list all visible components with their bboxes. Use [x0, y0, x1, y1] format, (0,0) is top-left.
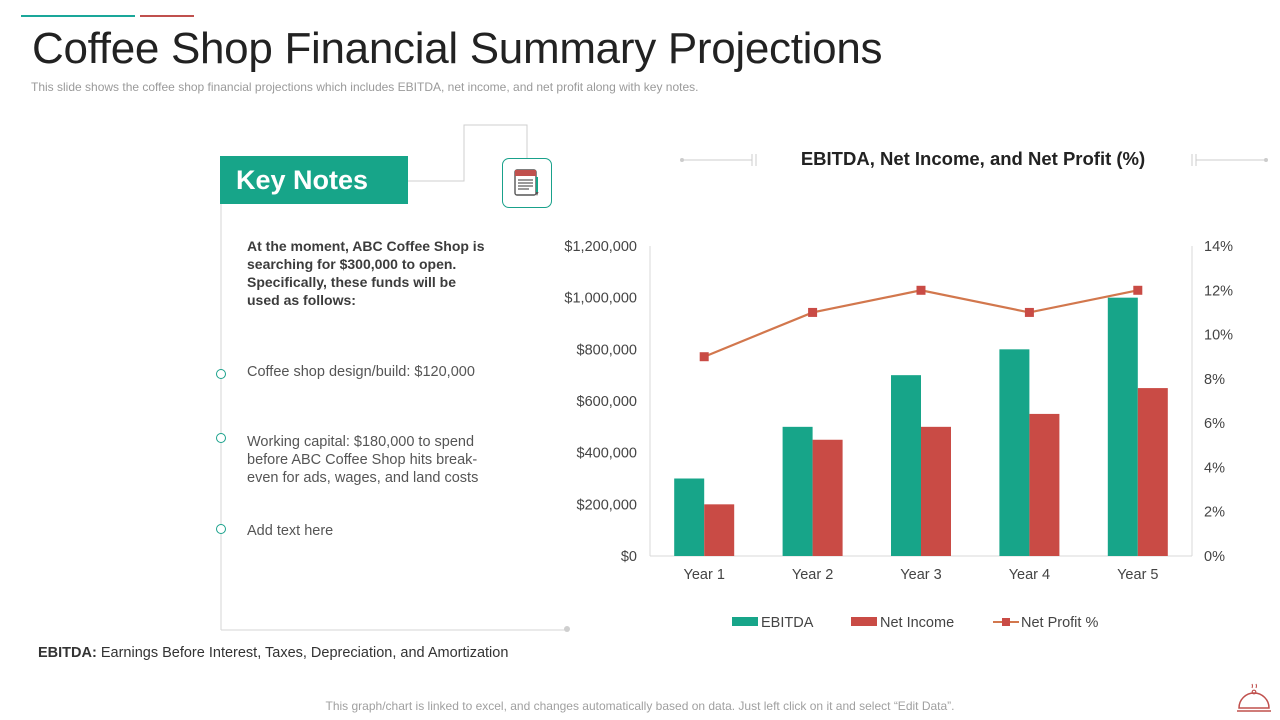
note-bullet-1: [216, 369, 226, 379]
chart-title: EBITDA, Net Income, and Net Profit (%): [800, 148, 1146, 169]
net-profit-line: [703, 289, 1139, 358]
note-bullet-3: [216, 524, 226, 534]
x-tick-label: Year 2: [792, 567, 833, 583]
ebitda-footnote: EBITDA: Earnings Before Interest, Taxes,…: [38, 645, 508, 661]
bar-net-income: [812, 439, 843, 556]
x-tick-label: Year 5: [1117, 567, 1158, 583]
y2-tick-label: 10%: [1204, 328, 1233, 344]
net-profit-point: [1133, 285, 1143, 295]
y-tick-label: $0: [621, 549, 637, 565]
page-title: Coffee Shop Financial Summary Projection…: [32, 24, 883, 73]
y-tick-label: $600,000: [577, 394, 637, 410]
x-tick-label: Year 3: [900, 567, 941, 583]
legend-label-ebitda: EBITDA: [761, 615, 814, 631]
bar-net-income: [921, 426, 951, 556]
bar-ebitda: [1107, 297, 1138, 556]
note-item-1: Coffee shop design/build: $120,000: [247, 364, 475, 380]
net-profit-point: [916, 285, 926, 295]
page-subtitle: This slide shows the coffee shop financi…: [31, 80, 699, 94]
y-tick-label: $200,000: [577, 497, 637, 513]
y-tick-label: $1,200,000: [564, 239, 637, 255]
legend-swatch-ebitda: [732, 617, 758, 626]
legend-label-net-profit: Net Profit %: [1021, 615, 1098, 631]
accent-line-red: [140, 15, 194, 17]
note-item-2: Working capital: $180,000 to spend befor…: [247, 434, 479, 486]
footnote-definition: Earnings Before Interest, Taxes, Depreci…: [96, 645, 509, 661]
footnote-term: EBITDA:: [38, 645, 97, 661]
legend-marker-net-profit: [1002, 618, 1010, 626]
bar-ebitda: [891, 375, 921, 556]
net-profit-point: [1024, 307, 1034, 317]
bar-ebitda: [782, 426, 813, 556]
note-item-3: Add text here: [247, 523, 334, 539]
net-profit-point: [808, 307, 818, 317]
net-profit-point: [699, 352, 709, 362]
bar-ebitda: [674, 478, 705, 556]
accent-line-teal: [21, 15, 135, 17]
key-notes-intro: At the moment, ABC Coffee Shop is search…: [247, 238, 485, 308]
y-tick-label: $1,000,000: [564, 291, 637, 307]
x-tick-label: Year 4: [1009, 567, 1050, 583]
bar-net-income: [1029, 413, 1060, 556]
bar-ebitda: [999, 349, 1030, 556]
legend-swatch-net-income: [851, 617, 877, 626]
notes-clipboard-icon: [502, 158, 552, 208]
y-tick-label: $800,000: [577, 342, 637, 358]
excel-link-note: This graph/chart is linked to excel, and…: [325, 699, 955, 713]
y2-tick-label: 2%: [1204, 505, 1225, 521]
legend-label-net-income: Net Income: [880, 615, 954, 631]
y2-tick-label: 4%: [1204, 460, 1225, 476]
y2-tick-label: 6%: [1204, 416, 1225, 432]
y2-tick-label: 14%: [1204, 239, 1233, 255]
bar-net-income: [704, 504, 735, 556]
x-tick-label: Year 1: [684, 567, 725, 583]
cloche-icon: [1237, 683, 1271, 712]
bar-net-income: [1137, 388, 1168, 556]
y2-tick-label: 8%: [1204, 372, 1225, 388]
y2-tick-label: 12%: [1204, 283, 1233, 299]
note-bullet-2: [216, 433, 226, 443]
key-notes-heading: Key Notes: [220, 156, 408, 204]
y-tick-label: $400,000: [577, 446, 637, 462]
y2-tick-label: 0%: [1204, 549, 1225, 565]
